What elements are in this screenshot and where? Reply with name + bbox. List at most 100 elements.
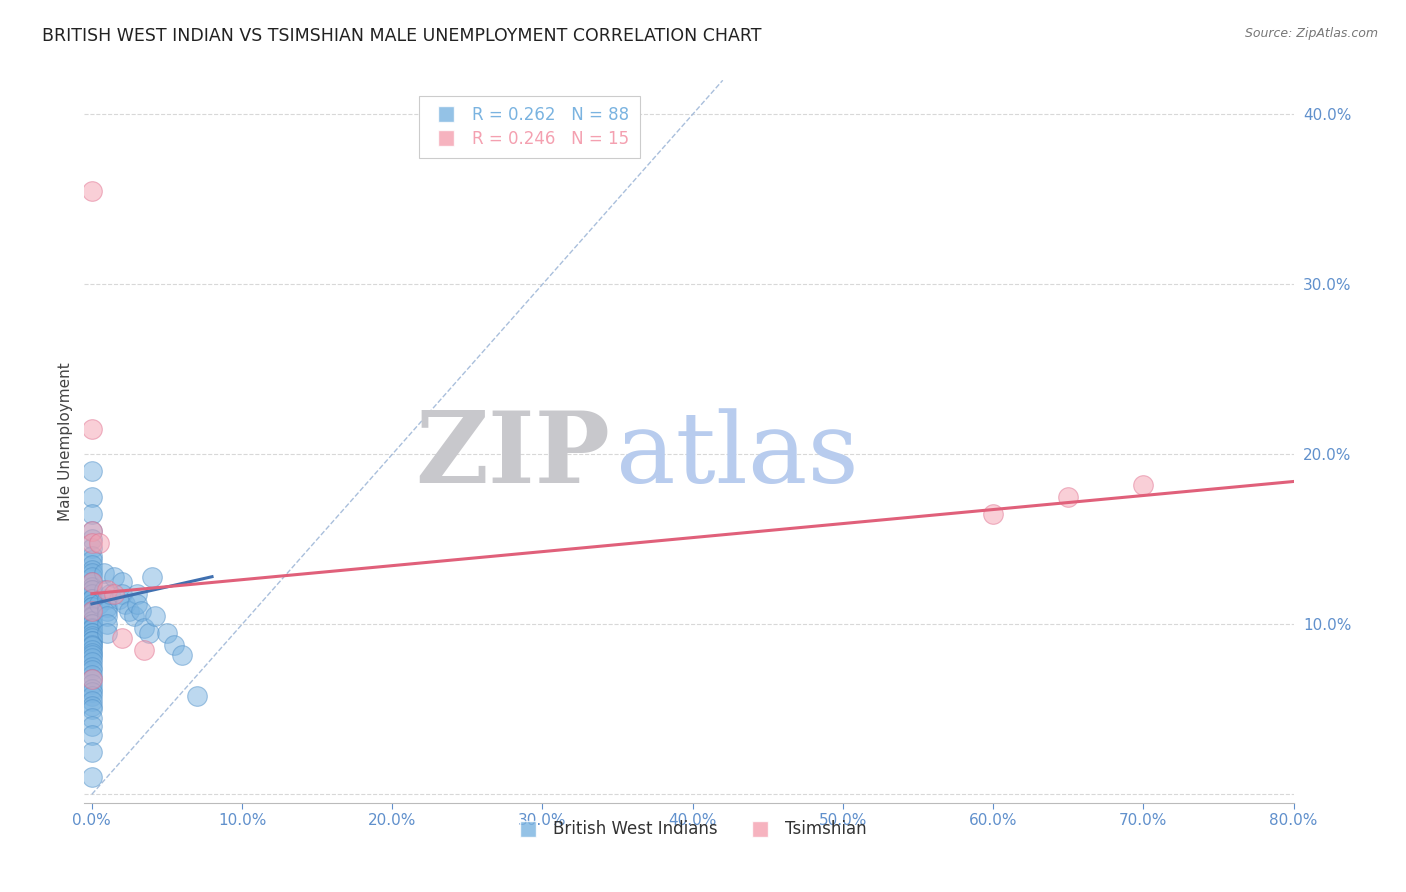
- Point: [111, 587, 134, 601]
- Point: [80, 587, 103, 601]
- Point: [80, 685, 103, 699]
- Point: [186, 689, 208, 703]
- Point: [80, 660, 103, 674]
- Point: [96, 617, 118, 632]
- Point: [80, 610, 103, 624]
- Point: [125, 597, 148, 611]
- Point: [111, 631, 134, 645]
- Point: [80, 574, 103, 589]
- Point: [141, 570, 163, 584]
- Point: [80, 634, 103, 648]
- Point: [170, 648, 193, 662]
- Point: [80, 591, 103, 606]
- Point: [80, 702, 103, 716]
- Point: [80, 672, 103, 686]
- Point: [80, 606, 103, 620]
- Point: [80, 583, 103, 598]
- Point: [98, 587, 121, 601]
- Point: [96, 591, 118, 606]
- Point: [80, 614, 103, 628]
- Legend: British West Indians, Tsimshian: British West Indians, Tsimshian: [505, 814, 873, 845]
- Point: [134, 642, 156, 657]
- Point: [80, 608, 103, 623]
- Point: [80, 552, 103, 566]
- Point: [80, 535, 103, 549]
- Point: [80, 184, 103, 198]
- Point: [80, 625, 103, 640]
- Point: [80, 558, 103, 572]
- Point: [114, 597, 136, 611]
- Point: [80, 651, 103, 665]
- Point: [80, 604, 103, 618]
- Point: [80, 574, 103, 589]
- Point: [93, 566, 115, 581]
- Text: Source: ZipAtlas.com: Source: ZipAtlas.com: [1244, 27, 1378, 40]
- Point: [80, 642, 103, 657]
- Point: [80, 634, 103, 648]
- Point: [93, 583, 115, 598]
- Point: [80, 728, 103, 742]
- Point: [96, 604, 118, 618]
- Point: [80, 570, 103, 584]
- Point: [80, 507, 103, 521]
- Point: [80, 689, 103, 703]
- Point: [80, 770, 103, 784]
- Point: [80, 597, 103, 611]
- Point: [103, 570, 125, 584]
- Point: [96, 608, 118, 623]
- Point: [80, 698, 103, 713]
- Point: [1057, 490, 1080, 504]
- Point: [103, 587, 125, 601]
- Point: [156, 625, 179, 640]
- Point: [80, 617, 103, 632]
- Point: [80, 638, 103, 652]
- Text: BRITISH WEST INDIAN VS TSIMSHIAN MALE UNEMPLOYMENT CORRELATION CHART: BRITISH WEST INDIAN VS TSIMSHIAN MALE UN…: [42, 27, 762, 45]
- Y-axis label: Male Unemployment: Male Unemployment: [58, 362, 73, 521]
- Point: [143, 608, 166, 623]
- Point: [80, 604, 103, 618]
- Point: [80, 533, 103, 547]
- Point: [80, 490, 103, 504]
- Point: [80, 719, 103, 733]
- Point: [1132, 478, 1154, 492]
- Point: [80, 617, 103, 632]
- Point: [80, 524, 103, 538]
- Point: [125, 587, 148, 601]
- Point: [96, 583, 118, 598]
- Point: [80, 464, 103, 478]
- Point: [131, 604, 153, 618]
- Point: [108, 591, 131, 606]
- Point: [80, 422, 103, 436]
- Point: [80, 668, 103, 682]
- Point: [80, 694, 103, 708]
- Point: [80, 681, 103, 696]
- Point: [80, 566, 103, 581]
- Point: [134, 621, 156, 635]
- Point: [80, 580, 103, 594]
- Point: [80, 655, 103, 669]
- Point: [80, 563, 103, 577]
- Point: [80, 591, 103, 606]
- Point: [80, 623, 103, 637]
- Point: [80, 621, 103, 635]
- Point: [80, 524, 103, 538]
- Point: [122, 608, 145, 623]
- Point: [80, 677, 103, 691]
- Point: [111, 574, 134, 589]
- Point: [80, 663, 103, 677]
- Point: [80, 600, 103, 615]
- Point: [80, 640, 103, 654]
- Point: [89, 597, 111, 611]
- Point: [981, 507, 1004, 521]
- Point: [80, 648, 103, 662]
- Point: [80, 631, 103, 645]
- Point: [80, 549, 103, 564]
- Point: [96, 625, 118, 640]
- Point: [96, 600, 118, 615]
- Point: [80, 711, 103, 725]
- Point: [80, 745, 103, 759]
- Point: [80, 625, 103, 640]
- Text: ZIP: ZIP: [415, 408, 610, 505]
- Point: [118, 604, 141, 618]
- Text: atlas: atlas: [616, 409, 859, 504]
